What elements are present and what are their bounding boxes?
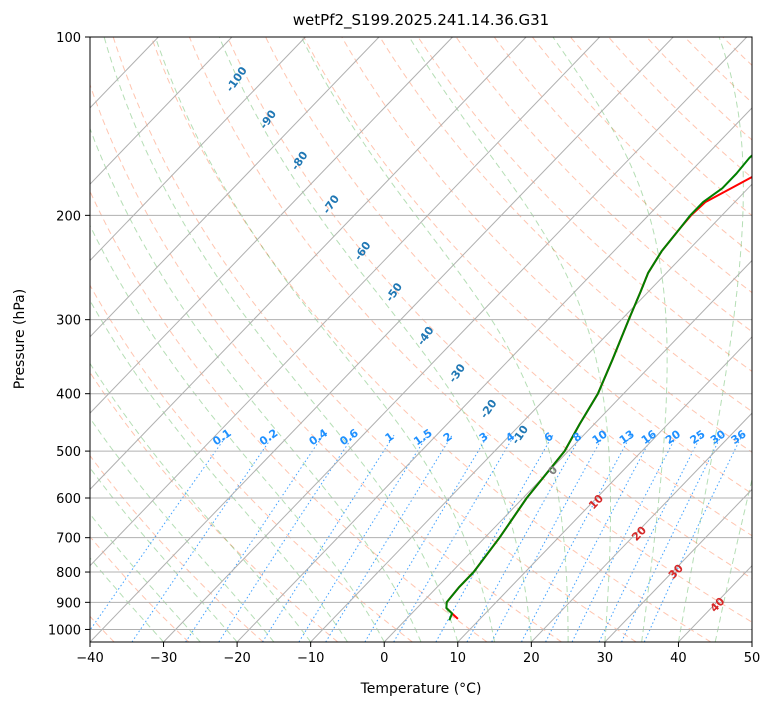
plot-background [90,37,752,642]
x-axis-ticks: −40 −30 −20 −10 0 10 20 30 40 50 [76,642,760,666]
moist-adiabat [300,37,569,642]
dry-adiabat [379,37,752,413]
dry-adiabat [227,37,752,580]
chart-title: wetPf2_S199.2025.241.14.36.G31 [293,11,549,30]
moist-adiabat [408,37,611,642]
isotherm-line [0,37,11,642]
grid [0,37,752,642]
x-tick-label: 10 [450,651,467,666]
y-axis-ticks: 100 200 300 400 500 600 700 800 900 1000 [48,31,90,638]
y-tick-label: 700 [56,532,81,547]
isotherm-line [530,412,752,642]
isotherm-line [604,488,752,642]
isotherm-line [163,37,748,642]
moist-adiabat [90,467,238,642]
moist-adiabat [552,37,668,642]
dry-adiabat [90,454,264,642]
plot-area [90,37,752,642]
moist-adiabat [103,37,459,642]
dry-adiabat [341,37,752,453]
mixing-ratio-line [491,434,605,642]
x-tick-label: 40 [670,651,687,666]
x-tick-label: −30 [150,651,177,666]
moist-adiabat [677,37,744,642]
moist-adiabat [90,224,385,642]
isotherm-line [90,37,527,491]
isotherm-line [90,37,233,185]
mixing-ratio-line [364,434,489,642]
x-tick-label: −20 [223,651,250,666]
dry-adiabat [90,83,562,642]
y-tick-label: 400 [56,388,81,403]
dry-adiabat [265,37,752,537]
moist-adiabat [90,299,348,642]
y-tick-label: 300 [56,314,81,329]
dry-adiabat [188,37,752,623]
mixing-ratio-line [545,434,654,642]
dry-adiabat [90,284,413,642]
x-tick-label: 0 [380,651,388,666]
plot-border [89,36,753,643]
isotherm-line [90,37,674,642]
isotherm-line [751,641,752,642]
mixing-ratio-line [571,434,678,642]
x-tick-label: −10 [297,651,324,666]
moist-adiabat [218,37,532,642]
sounding-series [445,154,752,621]
x-tick-label: 50 [744,651,761,666]
dry-adiabat [531,37,752,255]
dry-adiabat [493,37,752,294]
x-tick-label: −40 [76,651,103,666]
x-tick-label: 20 [523,651,540,666]
y-tick-label: 200 [56,209,81,224]
y-tick-label: 600 [56,492,81,507]
sounding-line [445,154,752,621]
dry-adiabats [90,37,775,642]
y-tick-label: 500 [56,445,81,460]
mixing-ratio-line [466,434,582,642]
isotherm-line [90,37,601,567]
y-tick-label: 800 [56,566,81,581]
y-tick-label: 900 [56,596,81,611]
dry-adiabat [150,37,712,642]
isotherm-line [310,183,752,642]
mixing-ratio-line [218,434,355,642]
dry-adiabat [761,37,775,642]
x-tick-label: 30 [597,651,614,666]
mixing-ratio-line [90,434,228,632]
isotherm-line [90,37,306,262]
x-axis-label: Temperature (°C) [360,681,482,697]
plot-frame [89,36,753,643]
dry-adiabat [90,190,488,642]
dry-adiabat [417,37,752,372]
y-axis-label: Pressure (hPa) [12,289,28,389]
dry-adiabat [112,37,637,642]
mixing-ratio-line [435,434,554,642]
moist-adiabat [714,477,752,642]
isotherm-line [236,107,752,642]
dry-adiabat [303,37,752,495]
mixing-ratio-line [598,434,702,642]
moist-adiabat [90,127,422,642]
mixing-ratio-line [298,434,428,642]
isotherm-line [90,37,380,338]
moist-adiabats [90,37,752,642]
y-tick-label: 100 [56,31,81,46]
moist-adiabat [90,417,275,642]
mixing-ratio-line [325,434,453,642]
isotherm-line [90,37,453,414]
mixing-ratio-line [131,434,274,642]
isotherm-line [383,259,752,642]
y-tick-label: 1000 [48,623,81,638]
dry-adiabat [646,37,752,141]
isotherm-line [457,336,752,642]
moist-adiabat [154,37,496,642]
mixing-ratio-line [262,434,395,642]
